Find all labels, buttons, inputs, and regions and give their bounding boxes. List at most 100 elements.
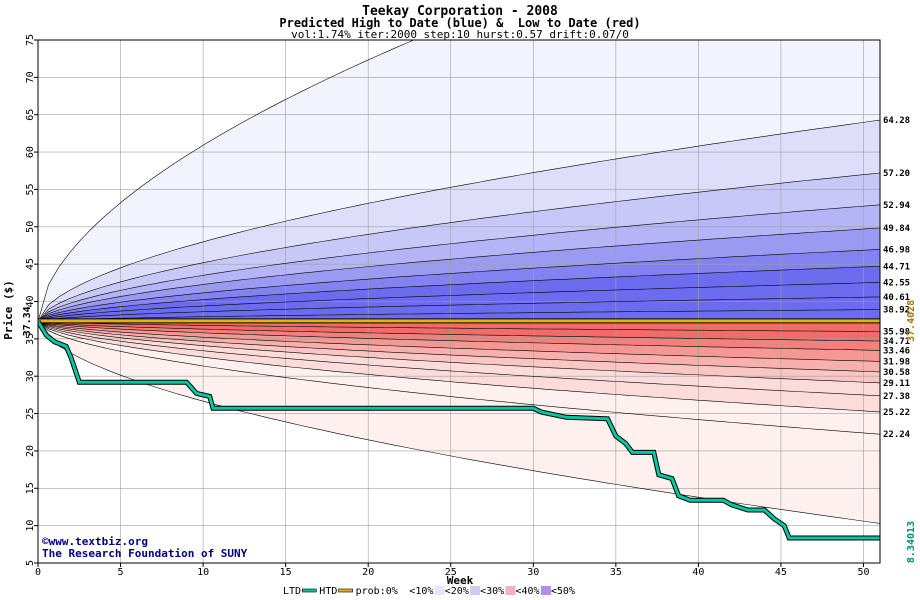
high-band (38, 228, 880, 322)
x-tick-label: 15 (280, 567, 292, 578)
credit-url: ©www.textbiz.org (42, 535, 148, 548)
band-boundary-line (38, 119, 880, 322)
y-tick-label: 5 (25, 560, 36, 566)
band-end-label: 44.71 (883, 262, 910, 272)
y-tick-label: 25 (25, 408, 36, 420)
high-band (38, 296, 880, 322)
legend-htd-label: HTD (319, 586, 337, 597)
band-boundary-line (38, 227, 880, 322)
low-band (38, 321, 880, 383)
band-end-label: 31.98 (883, 357, 910, 367)
legend-ltd-label: LTD (283, 586, 301, 597)
x-tick-label: 0 (35, 567, 41, 578)
legend-p50-label: <50% (551, 586, 575, 597)
band-end-label: 33.46 (883, 346, 910, 356)
band-end-label: 30.58 (883, 368, 910, 378)
band-boundary-line (38, 309, 880, 322)
low-band (38, 321, 880, 372)
reference-price-label: 37.4028 (906, 300, 917, 342)
y-tick-label: 10 (25, 520, 36, 532)
legend-p20-label: <20% (445, 586, 469, 597)
band-end-label: 35.98 (883, 328, 910, 338)
x-tick-label: 5 (118, 567, 124, 578)
band-boundary-line (38, 321, 880, 362)
band-labels: 64.28 57.20 52.94 49.84 46.98 44.71 42.55 40.61… (22, 116, 917, 563)
low-band (38, 321, 880, 396)
low-band (38, 321, 880, 332)
band-end-label: 57.20 (883, 169, 910, 179)
band-boundary-line (38, 321, 880, 524)
low-band (38, 321, 880, 412)
band-boundary-line (38, 321, 880, 351)
high-band (38, 266, 880, 322)
band-end-label: 34.71 (883, 337, 910, 347)
y-tick-label: 40 (25, 295, 36, 307)
x-tick-label: 45 (775, 567, 787, 578)
y-axis-label: Price ($) (2, 280, 15, 340)
band-boundary-line (38, 321, 880, 342)
high-band (38, 249, 880, 322)
legend: LTD HTD prob:0% <10% <20% <30% <40% <50% (283, 586, 575, 597)
series-lines (38, 40, 880, 541)
band-boundary-line (38, 266, 880, 322)
band-boundary-line (38, 40, 415, 322)
legend-swatch-20 (470, 586, 481, 595)
band-end-label: 42.55 (883, 278, 910, 288)
x-tick-label: 20 (362, 567, 374, 578)
x-tick-label: 30 (527, 567, 539, 578)
high-band (38, 282, 880, 322)
band-end-label: 64.28 (883, 116, 910, 126)
legend-p30-label: <30% (480, 586, 504, 597)
high-band (38, 173, 880, 322)
start-price-label: 37.34 (22, 306, 33, 336)
low-band (38, 321, 880, 435)
y-tick-label: 60 (25, 146, 36, 158)
legend-htd-swatch (338, 588, 353, 593)
y-tick-label: 75 (25, 34, 36, 46)
ltd-line (38, 320, 880, 540)
band-end-label: 27.38 (883, 392, 910, 402)
y-tick-label: 65 (25, 109, 36, 121)
band-end-label: 25.22 (883, 408, 910, 418)
y-tick-label: 15 (25, 482, 36, 494)
band-boundary-line (38, 321, 880, 413)
low-band (38, 321, 880, 362)
band-boundary-line (38, 282, 880, 322)
band-boundary-line (38, 321, 880, 332)
band-end-label: 49.84 (883, 224, 911, 234)
high-band (38, 204, 880, 322)
band-end-label: 40.61 (883, 293, 910, 303)
legend-prob-label: prob:0% (356, 586, 398, 597)
high-band (38, 120, 880, 322)
band-boundary-line (38, 204, 880, 322)
band-end-label: 29.11 (883, 379, 910, 389)
legend-p10-label: <10% (409, 586, 433, 597)
y-tick-label: 50 (25, 221, 36, 233)
probability-bands (38, 40, 880, 524)
x-tick-label: 25 (445, 567, 457, 578)
band-end-label: 38.92 (883, 306, 910, 316)
legend-swatch-40 (540, 586, 551, 595)
low-band (38, 321, 880, 524)
legend-swatch-10 (434, 586, 445, 595)
high-band (38, 40, 880, 322)
x-tick-label: 35 (610, 567, 622, 578)
band-end-label: 22.24 (883, 430, 911, 440)
band-boundary-line (38, 321, 880, 384)
end-price-label: 8.34013 (906, 521, 917, 563)
x-tick-label: 40 (692, 567, 704, 578)
band-boundary-line (38, 321, 880, 397)
y-tick-label: 55 (25, 183, 36, 195)
chart-title: Teekay Corporation - 2008 (362, 4, 558, 19)
low-band (38, 321, 880, 351)
credit-org: The Research Foundation of SUNY (42, 547, 248, 560)
chart-subtitle: Predicted High to Date (blue) & Low to D… (279, 16, 640, 30)
band-boundary-line (38, 321, 880, 435)
y-tick-label: 35 (25, 333, 36, 345)
x-tick-label: 10 (197, 567, 209, 578)
legend-swatch-0 (399, 586, 410, 595)
x-tick-label: 50 (857, 567, 869, 578)
y-tick-label: 20 (25, 445, 36, 457)
band-end-label: 46.98 (883, 245, 910, 255)
